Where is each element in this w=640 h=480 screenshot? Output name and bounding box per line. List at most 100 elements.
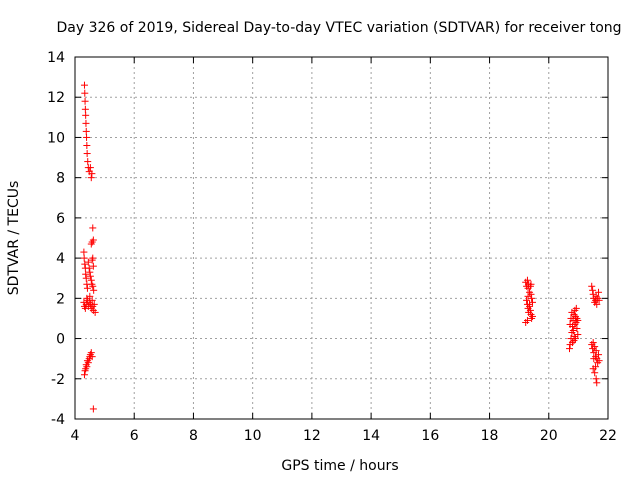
y-tick-label: 4 bbox=[56, 251, 65, 267]
data-point bbox=[87, 276, 95, 284]
data-point bbox=[573, 325, 581, 332]
plot-border bbox=[74, 56, 609, 420]
data-point bbox=[88, 296, 96, 304]
data-point bbox=[81, 97, 89, 105]
x-ticks: 4 6 8 10 12 14 16 18 20 22 bbox=[71, 57, 617, 444]
y-tick-label: 6 bbox=[56, 211, 65, 227]
data-point bbox=[527, 280, 535, 288]
data-points bbox=[80, 81, 603, 413]
data-point bbox=[589, 339, 597, 347]
data-point bbox=[566, 320, 574, 328]
data-point bbox=[83, 133, 91, 141]
y-ticks: -4 -2 0 2 4 6 8 10 12 14 bbox=[47, 50, 608, 428]
x-tick-label: 12 bbox=[303, 428, 321, 444]
y-tick-label: 0 bbox=[56, 332, 65, 348]
data-point bbox=[83, 363, 91, 371]
y-tick-label: -2 bbox=[51, 372, 65, 388]
data-point bbox=[81, 260, 89, 268]
data-point bbox=[80, 81, 88, 89]
x-tick-label: 4 bbox=[71, 428, 80, 444]
data-point bbox=[523, 316, 531, 324]
data-point bbox=[572, 304, 580, 312]
x-tick-label: 10 bbox=[244, 428, 262, 444]
data-point bbox=[89, 236, 97, 244]
x-tick-label: 8 bbox=[189, 428, 198, 444]
data-point bbox=[91, 308, 99, 316]
data-point bbox=[588, 282, 596, 290]
x-tick-label: 20 bbox=[540, 428, 558, 444]
data-point bbox=[523, 296, 531, 304]
data-point bbox=[568, 308, 576, 316]
data-point bbox=[86, 272, 94, 280]
y-tick-label: -4 bbox=[51, 412, 65, 428]
data-point bbox=[88, 170, 96, 178]
data-point bbox=[89, 282, 97, 290]
data-point bbox=[86, 292, 94, 300]
data-point bbox=[593, 300, 601, 308]
y-tick-label: 10 bbox=[47, 130, 65, 146]
data-point bbox=[81, 89, 89, 97]
data-point bbox=[526, 306, 534, 314]
grid-lines bbox=[75, 57, 608, 419]
x-tick-label: 18 bbox=[481, 428, 499, 444]
data-point bbox=[592, 375, 600, 383]
data-point bbox=[595, 296, 603, 304]
data-point bbox=[528, 312, 536, 320]
data-point bbox=[523, 276, 531, 284]
x-tick-label: 14 bbox=[362, 428, 380, 444]
data-point bbox=[84, 158, 92, 166]
data-point bbox=[90, 286, 98, 294]
y-tick-label: 12 bbox=[47, 90, 65, 106]
data-point bbox=[83, 150, 91, 158]
data-point bbox=[83, 284, 91, 292]
data-point bbox=[89, 224, 97, 232]
data-point bbox=[80, 371, 88, 379]
data-point bbox=[86, 268, 94, 276]
data-point bbox=[85, 264, 93, 272]
data-point bbox=[574, 331, 582, 339]
data-point bbox=[593, 379, 601, 387]
data-point bbox=[528, 294, 536, 302]
x-tick-label: 16 bbox=[421, 428, 439, 444]
data-point bbox=[87, 174, 95, 182]
data-point bbox=[524, 292, 532, 300]
x-tick-label: 22 bbox=[599, 428, 617, 444]
data-point bbox=[86, 164, 94, 172]
data-point bbox=[89, 405, 97, 413]
data-point bbox=[82, 111, 90, 119]
data-point bbox=[591, 369, 599, 377]
data-point bbox=[566, 345, 574, 353]
data-point bbox=[589, 286, 597, 294]
data-point bbox=[87, 240, 95, 248]
data-point bbox=[87, 349, 95, 357]
data-point bbox=[592, 347, 600, 355]
chart-title: Day 326 of 2019, Sidereal Day-to-day VTE… bbox=[56, 20, 621, 36]
data-point bbox=[84, 258, 92, 266]
data-point bbox=[80, 254, 88, 262]
data-point bbox=[595, 288, 603, 296]
data-point bbox=[80, 248, 88, 256]
data-point bbox=[82, 127, 90, 135]
data-point bbox=[89, 262, 97, 270]
data-point bbox=[83, 141, 91, 149]
data-point bbox=[591, 343, 599, 351]
data-point bbox=[569, 327, 577, 335]
x-axis-label: GPS time / hours bbox=[281, 458, 398, 474]
data-point bbox=[84, 359, 92, 367]
data-point bbox=[595, 351, 603, 359]
data-point bbox=[81, 105, 89, 113]
data-point bbox=[89, 254, 97, 262]
y-tick-label: 14 bbox=[47, 50, 65, 66]
data-point bbox=[567, 314, 575, 322]
y-tick-label: 8 bbox=[56, 171, 65, 187]
data-point bbox=[574, 316, 582, 324]
data-point bbox=[592, 363, 600, 371]
data-point bbox=[526, 300, 534, 308]
y-tick-label: 2 bbox=[56, 291, 65, 307]
data-point bbox=[595, 357, 603, 365]
data-point bbox=[590, 355, 598, 363]
data-point bbox=[570, 333, 578, 341]
data-point bbox=[90, 300, 98, 308]
data-point bbox=[88, 353, 96, 361]
